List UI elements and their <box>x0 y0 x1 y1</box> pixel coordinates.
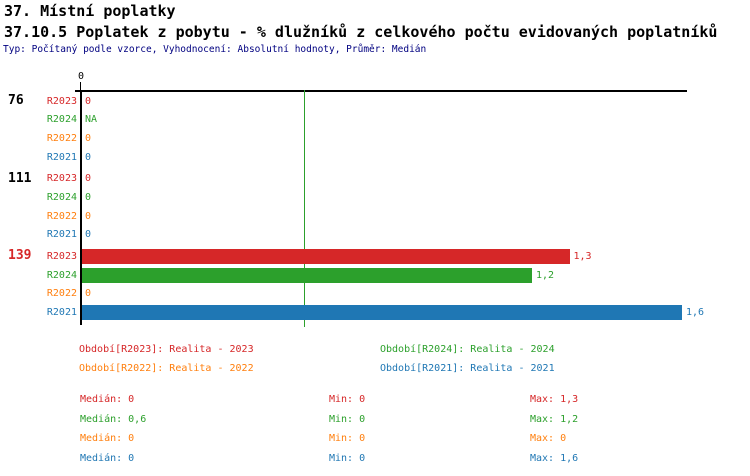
bar-r2024 <box>82 267 532 283</box>
legend-item-r2023: Období[R2023]: Realita - 2023 <box>79 344 254 355</box>
legend-item-r2021: Období[R2021]: Realita - 2021 <box>380 363 555 374</box>
x-axis-tick-mark <box>80 82 81 92</box>
bar-r2021 <box>82 304 682 320</box>
series-row-label-r2023: R2023 <box>46 95 77 107</box>
series-row-label-r2022: R2022 <box>46 210 77 222</box>
bar-r2023 <box>82 249 570 264</box>
bar-value-label: 1,3 <box>573 251 592 262</box>
group-label-76: 76 <box>8 93 24 108</box>
series-row-label-r2024: R2024 <box>46 269 77 281</box>
plot-top-border <box>75 90 687 92</box>
series-row-label-r2023: R2023 <box>46 251 77 262</box>
stat-max-r2024: Max: 1,2 <box>530 414 579 425</box>
group-label-139: 139 <box>8 248 32 264</box>
group-label-111: 111 <box>8 170 32 186</box>
y-axis-line <box>80 90 82 325</box>
bar-value-label: 0 <box>85 229 92 241</box>
series-row-label-r2024: R2024 <box>46 114 77 126</box>
series-row-label-r2022: R2022 <box>46 133 77 144</box>
stat-median-r2023: Medián: 0 <box>80 394 135 405</box>
stat-min-r2021: Min: 0 <box>329 453 366 464</box>
bar-value-label: 0 <box>85 95 92 107</box>
stat-median-r2022: Medián: 0 <box>80 433 135 444</box>
series-row-label-r2024: R2024 <box>46 192 77 203</box>
series-row-label-r2023: R2023 <box>46 173 77 185</box>
series-row-label-r2021: R2021 <box>46 306 77 318</box>
page-title: 37. Místní poplatky <box>4 2 176 20</box>
stat-min-r2023: Min: 0 <box>329 394 366 405</box>
series-row-label-r2021: R2021 <box>46 151 77 163</box>
bar-value-label: 0 <box>85 151 92 163</box>
bar-value-label: 1,6 <box>686 306 705 318</box>
legend-item-r2022: Období[R2022]: Realita - 2022 <box>79 363 254 374</box>
stat-max-r2021: Max: 1,6 <box>530 453 579 464</box>
legend-item-r2024: Období[R2024]: Realita - 2024 <box>380 344 555 355</box>
bar-value-label: NA <box>85 114 98 126</box>
stat-max-r2023: Max: 1,3 <box>530 394 579 405</box>
stat-median-r2024: Medián: 0,6 <box>80 414 147 425</box>
median-line <box>304 90 305 327</box>
bar-value-label: 0 <box>85 210 92 222</box>
series-row-label-r2022: R2022 <box>46 288 77 300</box>
bar-value-label: 0 <box>85 173 92 185</box>
series-row-label-r2021: R2021 <box>46 229 77 241</box>
x-axis-tick-label: 0 <box>77 71 85 82</box>
bar-value-label: 0 <box>85 133 92 144</box>
chart-meta-line: Typ: Počítaný podle vzorce, Vyhodnocení:… <box>3 44 427 55</box>
stat-max-r2022: Max: 0 <box>530 433 567 444</box>
stat-min-r2022: Min: 0 <box>329 433 366 444</box>
bar-value-label: 0 <box>85 192 92 203</box>
stat-median-r2021: Medián: 0 <box>80 453 135 464</box>
bar-value-label: 1,2 <box>536 269 555 281</box>
stat-min-r2024: Min: 0 <box>329 414 366 425</box>
chart-subtitle: 37.10.5 Poplatek z pobytu - % dlužníků z… <box>4 23 718 41</box>
bar-value-label: 0 <box>85 288 92 300</box>
